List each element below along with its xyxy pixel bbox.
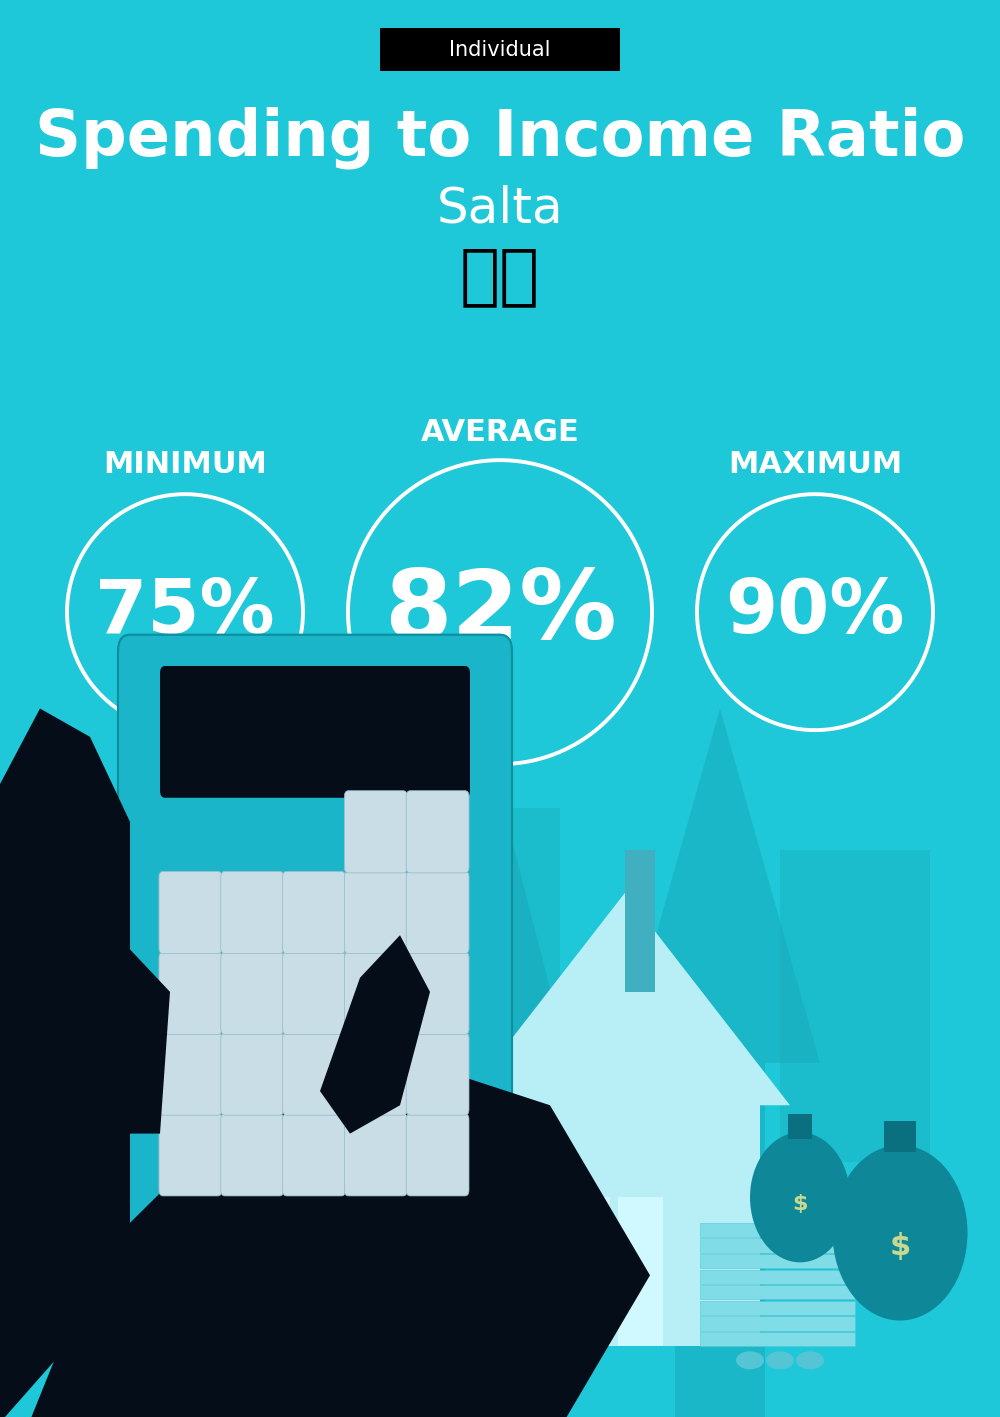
FancyBboxPatch shape [283, 1033, 345, 1115]
Text: 🇦🇷: 🇦🇷 [460, 244, 540, 309]
Ellipse shape [750, 1132, 850, 1263]
Ellipse shape [736, 1352, 764, 1369]
Text: 82%: 82% [384, 565, 616, 659]
Text: Individual: Individual [449, 40, 551, 60]
Bar [618, 1197, 663, 1346]
FancyBboxPatch shape [344, 1114, 407, 1196]
FancyBboxPatch shape [406, 1033, 469, 1115]
Polygon shape [625, 850, 655, 992]
FancyBboxPatch shape [159, 952, 222, 1034]
FancyBboxPatch shape [221, 1114, 284, 1196]
FancyBboxPatch shape [406, 1114, 469, 1196]
FancyBboxPatch shape [344, 1033, 407, 1115]
FancyBboxPatch shape [283, 871, 345, 954]
Polygon shape [320, 935, 430, 1134]
FancyBboxPatch shape [221, 1033, 284, 1115]
Text: 90%: 90% [725, 575, 905, 649]
Bar [700, 1332, 855, 1346]
Bar [700, 1223, 855, 1237]
FancyBboxPatch shape [283, 952, 345, 1034]
FancyBboxPatch shape [406, 871, 469, 954]
FancyBboxPatch shape [159, 1114, 222, 1196]
Polygon shape [460, 893, 790, 1105]
FancyBboxPatch shape [118, 635, 512, 1250]
Bar [380, 808, 560, 1204]
FancyBboxPatch shape [406, 791, 469, 873]
Polygon shape [620, 708, 820, 1417]
FancyBboxPatch shape [406, 1033, 469, 1115]
FancyBboxPatch shape [221, 952, 284, 1034]
Polygon shape [0, 1374, 160, 1417]
FancyBboxPatch shape [160, 666, 470, 798]
FancyBboxPatch shape [344, 871, 407, 954]
FancyBboxPatch shape [344, 791, 407, 873]
Bar [490, 1105, 760, 1346]
Text: $: $ [889, 1233, 911, 1261]
Bar [780, 850, 930, 1162]
Bar [788, 1114, 812, 1139]
FancyBboxPatch shape [221, 1114, 284, 1196]
Polygon shape [0, 708, 130, 1417]
Text: Salta: Salta [437, 184, 563, 232]
Text: MINIMUM: MINIMUM [103, 451, 267, 479]
Bar [700, 1238, 855, 1253]
Text: 75%: 75% [95, 575, 275, 649]
FancyBboxPatch shape [118, 635, 512, 1250]
FancyBboxPatch shape [160, 666, 470, 798]
FancyBboxPatch shape [283, 1114, 345, 1196]
FancyBboxPatch shape [406, 1114, 469, 1196]
FancyBboxPatch shape [283, 871, 345, 954]
Polygon shape [100, 949, 170, 1134]
FancyBboxPatch shape [406, 952, 469, 1034]
FancyBboxPatch shape [159, 1033, 222, 1115]
FancyBboxPatch shape [344, 791, 407, 873]
Bar [700, 1285, 855, 1299]
Bar [884, 1121, 916, 1152]
FancyBboxPatch shape [283, 1114, 345, 1196]
Bar [565, 1197, 610, 1346]
FancyBboxPatch shape [159, 871, 222, 954]
FancyBboxPatch shape [344, 1114, 407, 1196]
Ellipse shape [796, 1352, 824, 1369]
FancyBboxPatch shape [406, 871, 469, 954]
FancyBboxPatch shape [159, 952, 222, 1034]
FancyBboxPatch shape [221, 871, 284, 954]
FancyBboxPatch shape [344, 952, 407, 1034]
FancyBboxPatch shape [283, 952, 345, 1034]
FancyBboxPatch shape [344, 1033, 407, 1115]
FancyBboxPatch shape [221, 871, 284, 954]
Polygon shape [20, 1063, 650, 1417]
FancyBboxPatch shape [406, 791, 469, 873]
Text: Spending to Income Ratio: Spending to Income Ratio [35, 106, 965, 169]
Bar [700, 1254, 855, 1268]
Ellipse shape [832, 1145, 968, 1321]
FancyBboxPatch shape [159, 1033, 222, 1115]
FancyBboxPatch shape [283, 1033, 345, 1115]
Text: AVERAGE: AVERAGE [421, 418, 579, 446]
Bar [700, 1301, 855, 1315]
FancyBboxPatch shape [221, 1033, 284, 1115]
Bar [700, 1270, 855, 1284]
FancyBboxPatch shape [159, 1114, 222, 1196]
Ellipse shape [766, 1352, 794, 1369]
FancyBboxPatch shape [380, 28, 620, 71]
Text: MAXIMUM: MAXIMUM [728, 451, 902, 479]
FancyBboxPatch shape [159, 871, 222, 954]
Polygon shape [420, 794, 580, 1417]
FancyBboxPatch shape [221, 952, 284, 1034]
FancyBboxPatch shape [344, 952, 407, 1034]
FancyBboxPatch shape [344, 871, 407, 954]
Text: $: $ [792, 1195, 808, 1214]
Bar [700, 1316, 855, 1331]
FancyBboxPatch shape [406, 952, 469, 1034]
